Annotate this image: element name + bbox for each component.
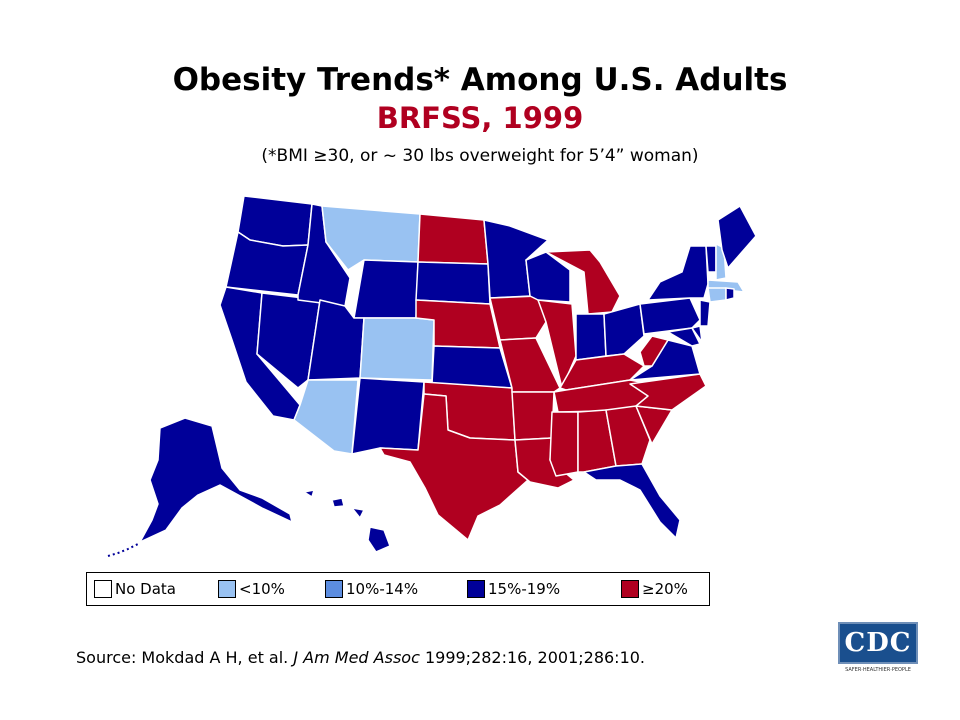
state-ms — [549, 411, 579, 477]
state-ar — [511, 391, 555, 441]
state-az — [293, 379, 359, 455]
legend-swatch — [621, 580, 639, 598]
legend-label: ≥20% — [642, 580, 688, 598]
state-sd — [415, 261, 491, 305]
state-ia — [489, 295, 547, 341]
legend-item-lt10: <10% — [218, 578, 285, 600]
legend-label: No Data — [115, 580, 176, 598]
legend-item-no-data: No Data — [94, 578, 176, 600]
bmi-note: (*BMI ≥30, or ~ 30 lbs overweight for 5’… — [261, 146, 699, 166]
legend-label: 10%-14% — [346, 580, 419, 598]
cdc-logo-tagline: SAFER·HEALTHIER·PEOPLE — [845, 667, 911, 673]
cdc-logo: CDC SAFER·HEALTHIER·PEOPLE — [838, 622, 918, 674]
state-fl — [583, 463, 681, 539]
state-mi — [545, 249, 621, 315]
state-vt — [705, 245, 717, 273]
state-ny — [647, 245, 709, 301]
state-nm — [351, 377, 425, 455]
legend-swatch — [467, 580, 485, 598]
source-citation: Source: Mokdad A H, et al. J Am Med Asso… — [76, 648, 645, 667]
state-wv — [639, 335, 669, 367]
state-ks — [431, 345, 513, 389]
state-tx — [379, 393, 529, 541]
legend-swatch — [94, 580, 112, 598]
state-ct — [707, 287, 727, 303]
cdc-logo-box: CDC — [838, 622, 918, 664]
legend-swatch — [218, 580, 236, 598]
legend-label: <10% — [239, 580, 285, 598]
page-title: Obesity Trends* Among U.S. Adults — [172, 62, 788, 98]
state-in — [575, 313, 607, 361]
state-ri — [725, 287, 735, 301]
source-journal: J Am Med Assoc — [293, 648, 420, 667]
state-nd — [417, 213, 489, 265]
state-me — [717, 205, 757, 269]
legend-item-10-14: 10%-14% — [325, 578, 418, 600]
alaska-islands — [107, 543, 139, 557]
page-subtitle: BRFSS, 1999 — [376, 101, 584, 135]
source-suffix: 1999;282:16, 2001;286:10. — [419, 648, 646, 667]
legend-swatch — [325, 580, 343, 598]
legend-item-ge20: ≥20% — [621, 578, 688, 600]
state-ga — [605, 405, 651, 467]
state-md — [667, 327, 701, 347]
state-de — [691, 325, 703, 343]
state-co — [359, 317, 435, 381]
source-prefix: Source: Mokdad A H, et al. — [76, 648, 294, 667]
state-va — [629, 339, 701, 381]
legend-item-15-19: 15%-19% — [467, 578, 560, 600]
state-nj — [699, 299, 711, 327]
state-wy — [353, 259, 419, 319]
state-ak — [139, 417, 293, 543]
legend: No Data <10% 10%-14% 15%-19% ≥20% — [86, 572, 710, 606]
state-oh — [603, 303, 645, 357]
cdc-logo-text: CDC — [844, 628, 912, 658]
state-hi — [303, 489, 391, 553]
legend-label: 15%-19% — [488, 580, 561, 598]
